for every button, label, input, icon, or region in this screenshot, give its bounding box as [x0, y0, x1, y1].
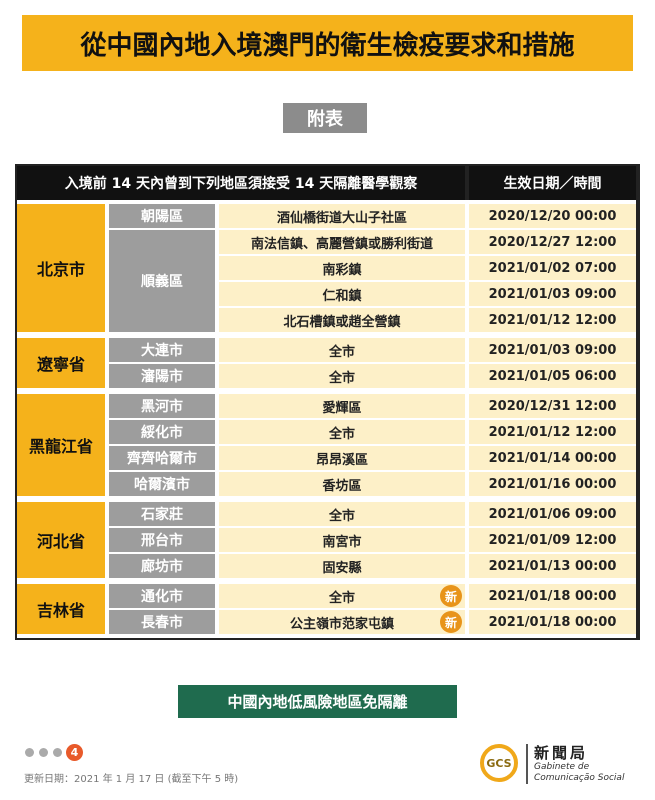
new-badge: 新: [440, 585, 462, 607]
updated-date: 更新日期：2021 年 1 月 17 日 (截至下午 5 時): [24, 774, 239, 785]
date-cell: 2021/01/03 09:00: [469, 282, 636, 306]
area-cell: 全市: [219, 420, 465, 444]
subtitle: 附表: [283, 103, 367, 133]
city-cell: 綏化市: [109, 420, 215, 444]
low-risk-button[interactable]: 中國內地低風險地區免隔離: [178, 685, 457, 718]
area-cell: 昂昂溪區: [219, 446, 465, 470]
date-cell: 2021/01/05 06:00: [469, 364, 636, 388]
area-cell: 公主嶺市范家屯鎮: [219, 610, 465, 634]
date-cell: 2021/01/06 09:00: [469, 502, 636, 526]
province-cell: 遼寧省: [17, 338, 105, 388]
date-cell: 2020/12/20 00:00: [469, 204, 636, 228]
date-cell: 2021/01/18 00:00: [469, 584, 636, 608]
area-cell: 全市: [219, 502, 465, 526]
date-cell: 2021/01/02 07:00: [469, 256, 636, 280]
column-header: 生效日期／時間: [469, 166, 636, 200]
dot: [25, 748, 34, 757]
new-badge: 新: [440, 611, 462, 633]
logo-line: Comunicação Social: [534, 773, 625, 783]
city-cell: 石家莊: [109, 502, 215, 526]
area-cell: 香坊區: [219, 472, 465, 496]
city-cell: 朝陽區: [109, 204, 215, 228]
city-cell: 邢台市: [109, 528, 215, 552]
city-cell: 通化市: [109, 584, 215, 608]
page-number: 4: [66, 744, 83, 761]
dot: [53, 748, 62, 757]
date-cell: 2021/01/12 12:00: [469, 308, 636, 332]
area-cell: 南法信鎮、高麗營鎮或勝利街道: [219, 230, 465, 254]
date-cell: 2021/01/14 00:00: [469, 446, 636, 470]
province-cell: 黑龍江省: [17, 394, 105, 496]
date-cell: 2020/12/27 12:00: [469, 230, 636, 254]
date-cell: 2021/01/09 12:00: [469, 528, 636, 552]
city-cell: 哈爾濱市: [109, 472, 215, 496]
city-cell: 大連市: [109, 338, 215, 362]
city-cell: 長春市: [109, 610, 215, 634]
area-cell: 愛輝區: [219, 394, 465, 418]
logo-name: 新聞局: [534, 744, 589, 762]
title: 從中國內地入境澳門的衛生檢疫要求和措施: [22, 15, 633, 71]
area-cell: 固安縣: [219, 554, 465, 578]
logo-divider: [526, 744, 528, 784]
province-cell: 北京市: [17, 204, 105, 332]
city-cell: 順義區: [109, 230, 215, 332]
city-cell: 齊齊哈爾市: [109, 446, 215, 470]
area-cell: 酒仙橋街道大山子社區: [219, 204, 465, 228]
area-cell: 南宮市: [219, 528, 465, 552]
city-cell: 瀋陽市: [109, 364, 215, 388]
area-cell: 全市: [219, 584, 465, 608]
city-cell: 黑河市: [109, 394, 215, 418]
province-cell: 河北省: [17, 502, 105, 578]
date-cell: 2021/01/12 12:00: [469, 420, 636, 444]
area-cell: 仁和鎮: [219, 282, 465, 306]
province-cell: 吉林省: [17, 584, 105, 634]
date-cell: 2020/12/31 12:00: [469, 394, 636, 418]
column-header: 入境前 14 天內曾到下列地區須接受 14 天隔離醫學觀察: [17, 166, 465, 200]
date-cell: 2021/01/16 00:00: [469, 472, 636, 496]
area-cell: 南彩鎮: [219, 256, 465, 280]
date-cell: 2021/01/03 09:00: [469, 338, 636, 362]
area-cell: 全市: [219, 364, 465, 388]
dot: [39, 748, 48, 757]
area-cell: 北石槽鎮或趙全營鎮: [219, 308, 465, 332]
date-cell: 2021/01/13 00:00: [469, 554, 636, 578]
logo-mark: GCS: [480, 744, 518, 782]
area-cell: 全市: [219, 338, 465, 362]
city-cell: 廊坊市: [109, 554, 215, 578]
logo-line: Gabinete de: [534, 762, 590, 772]
date-cell: 2021/01/18 00:00: [469, 610, 636, 634]
